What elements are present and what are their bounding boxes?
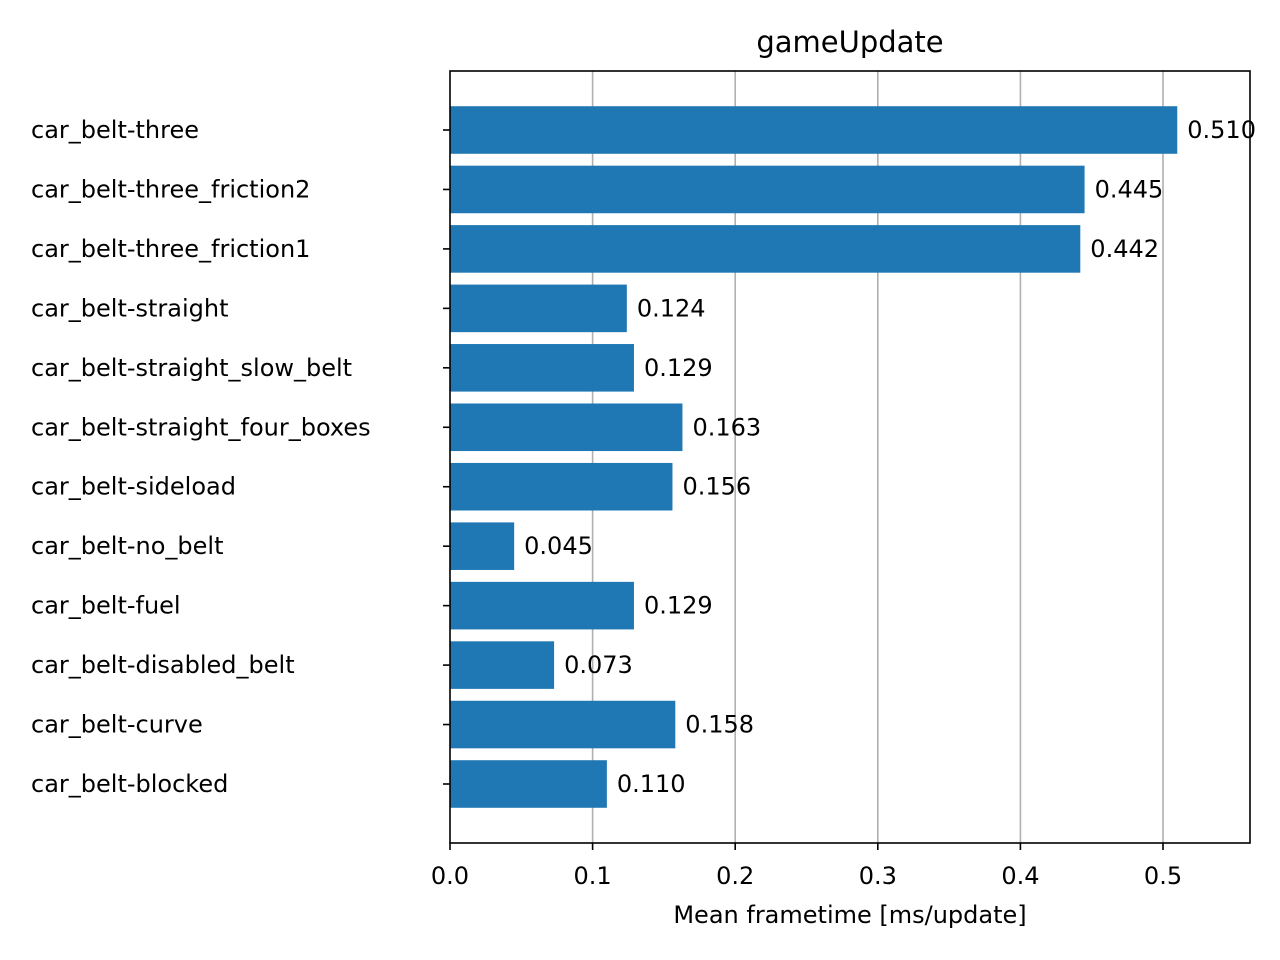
- bar-value-label: 0.045: [524, 532, 593, 560]
- bar-value-label: 0.163: [692, 413, 761, 441]
- x-axis-label: Mean frametime [ms/update]: [673, 901, 1026, 929]
- y-tick-label: car_belt-three: [31, 116, 199, 144]
- bar: [450, 106, 1178, 154]
- bar-value-label: 0.442: [1090, 235, 1159, 263]
- bar-value-label: 0.445: [1095, 175, 1164, 203]
- bar-value-label: 0.158: [685, 711, 754, 739]
- x-tick-label: 0.0: [431, 862, 469, 890]
- bar-value-label: 0.510: [1187, 116, 1256, 144]
- bar: [450, 225, 1081, 273]
- y-tick-label: car_belt-three_friction2: [31, 175, 310, 203]
- y-tick-label: car_belt-straight: [31, 294, 229, 322]
- bar: [450, 700, 676, 749]
- bar: [450, 760, 607, 808]
- plot-frame: [449, 70, 1251, 844]
- bar: [450, 581, 634, 630]
- bar: [450, 403, 683, 452]
- bar-value-label: 0.110: [617, 770, 686, 798]
- bar: [450, 344, 634, 392]
- y-tick-label: car_belt-three_friction1: [31, 235, 310, 263]
- y-axis-ticks: car_belt-three car_belt-three_friction2ca…: [31, 116, 450, 798]
- bar-value-label: 0.129: [644, 354, 713, 382]
- bar: [450, 522, 515, 570]
- x-tick-label: 0.3: [859, 862, 897, 890]
- y-tick-label: car_belt-blocked: [31, 770, 228, 798]
- bar-value-label: 0.073: [564, 651, 633, 679]
- y-tick-label: car_belt-sideload: [31, 473, 236, 501]
- y-tick-label: car_belt-disabled_belt: [31, 651, 295, 679]
- chart-title: gameUpdate: [756, 25, 943, 59]
- bars: [450, 106, 1178, 808]
- bar-value-labels: 0.510 0.445 0.442 0.124 0.129 0.163 0.156 0.045…: [524, 116, 1256, 798]
- bar-value-label: 0.156: [682, 473, 751, 501]
- x-tick-label: 0.1: [574, 862, 612, 890]
- x-tick-label: 0.4: [1001, 862, 1039, 890]
- bar-value-label: 0.124: [637, 294, 706, 322]
- bar-value-label: 0.129: [644, 592, 713, 620]
- bar: [450, 165, 1085, 214]
- y-tick-label: car_belt-fuel: [31, 592, 181, 620]
- x-tick-label: 0.2: [716, 862, 754, 890]
- y-tick-label: car_belt-straight_slow_belt: [31, 354, 352, 382]
- y-tick-label: car_belt-no_belt: [31, 532, 223, 560]
- bar: [450, 284, 627, 333]
- bar: [450, 641, 555, 689]
- x-tick-label: 0.5: [1144, 862, 1182, 890]
- y-tick-label: car_belt-straight_four_boxes: [31, 413, 371, 441]
- bar: [450, 462, 673, 511]
- y-tick-label: car_belt-curve: [31, 711, 203, 739]
- x-axis-ticks: 0.0 0.1 0.2 0.3 0.4 0.5: [431, 843, 1182, 890]
